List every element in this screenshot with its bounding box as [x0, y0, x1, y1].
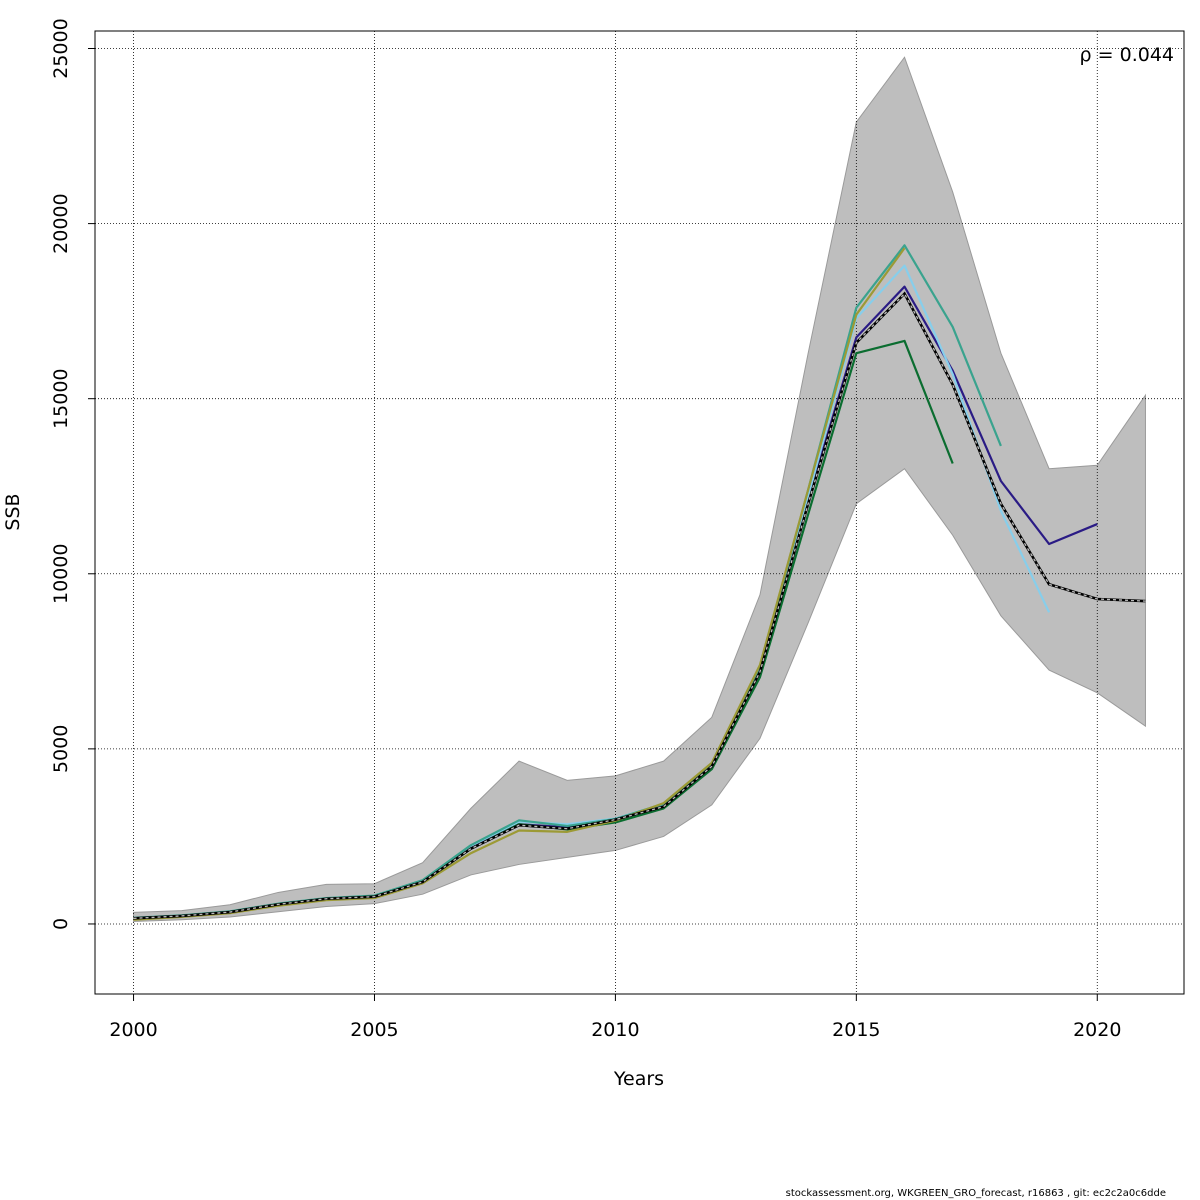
series-line-base-dash — [133, 292, 1146, 920]
x-tick-label: 2010 — [591, 1019, 639, 1041]
footer-source: stockassessment.org, WKGREEN_GRO_forecas… — [785, 1188, 1166, 1199]
y-tick-label: 20000 — [50, 193, 72, 253]
x-tick-label: 2020 — [1073, 1019, 1121, 1041]
plot-frame — [94, 30, 1185, 995]
confidence-band — [133, 56, 1146, 923]
confidence-band-area — [133, 56, 1146, 923]
y-tick-label: 0 — [50, 918, 72, 930]
y-tick-label: 25000 — [50, 18, 72, 78]
y-tick-label: 5000 — [50, 725, 72, 773]
rho-annotation: ρ = 0.044 — [1080, 44, 1174, 66]
x-axis-label: Years — [613, 1068, 664, 1090]
y-tick-label: 10000 — [50, 544, 72, 604]
x-tick-label: 2000 — [109, 1019, 157, 1041]
y-axis-label: SSB — [2, 493, 24, 530]
x-tick-label: 2005 — [350, 1019, 398, 1041]
x-axis: 2000 2005 2010 2015 2020 — [109, 994, 1121, 1041]
series-lines — [133, 244, 1146, 921]
y-axis: 0 5000 10000 15000 20000 25000 — [50, 18, 95, 930]
y-tick-label: 15000 — [50, 368, 72, 428]
x-tick-label: 2015 — [832, 1019, 880, 1041]
